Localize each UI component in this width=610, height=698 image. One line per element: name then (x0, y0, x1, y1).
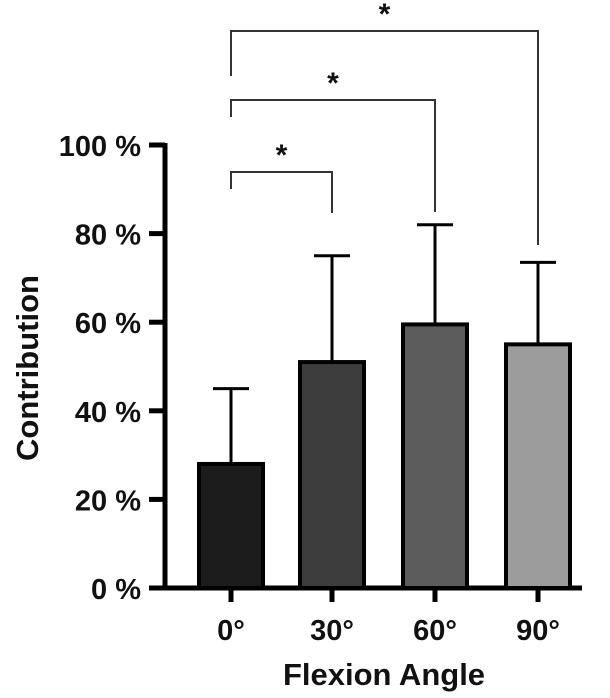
y-ticks: 0 % 20 % 40 % 60 % 80 % 100 % (59, 131, 165, 606)
y-axis-label: Contribution (10, 275, 45, 461)
y-tick-label: 20 % (75, 485, 141, 517)
x-tick-label: 60° (413, 615, 457, 647)
y-tick-label: 0 % (91, 574, 141, 606)
bar (401, 322, 469, 590)
y-tick-label: 60 % (75, 308, 141, 340)
x-tick-label: 90° (516, 615, 560, 647)
significance-star: * (276, 139, 288, 172)
significance-brackets: * * * (230, 0, 539, 245)
y-tick-label: 80 % (75, 220, 141, 252)
significance-bracket (230, 99, 436, 212)
significance-bracket (230, 171, 333, 213)
significance-star: * (327, 67, 339, 100)
bar (504, 342, 572, 590)
x-tick-label: 30° (310, 615, 354, 647)
y-tick-label: 40 % (75, 397, 141, 429)
y-tick-label: 100 % (59, 131, 141, 163)
significance-star: * (379, 0, 391, 31)
x-tick-label: 0° (217, 615, 245, 647)
x-axis-label: Flexion Angle (283, 657, 485, 692)
x-ticks: 0° 30° 60° 90° (217, 588, 560, 647)
bars (197, 322, 572, 590)
bar (197, 461, 265, 590)
bar (298, 360, 366, 590)
error-bars (213, 223, 556, 464)
significance-bracket (230, 30, 539, 245)
